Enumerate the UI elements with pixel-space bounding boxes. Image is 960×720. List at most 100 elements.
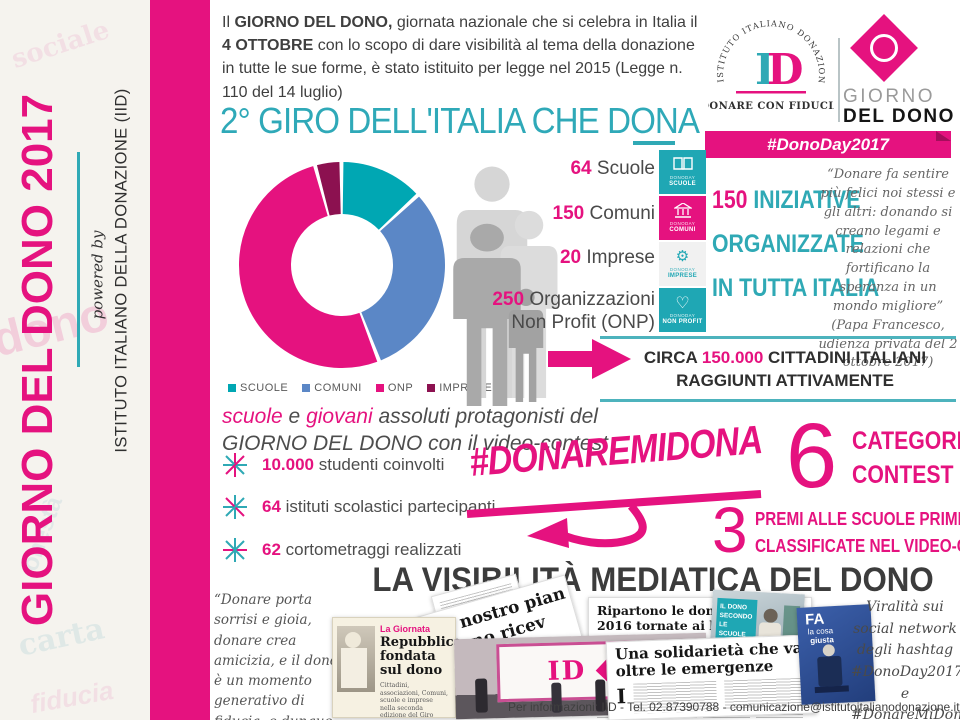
legend-label: ONP: [387, 382, 414, 394]
tv-person-body: [817, 655, 843, 687]
tv-caption-box: IL DONO SECONDO LE SCUOLE: [715, 597, 758, 640]
badge-comuni: DONODAY COMUNI: [659, 196, 706, 240]
reach-statement: CIRCA 150.000 CITTADINI ITALIANI RAGGIUN…: [615, 346, 955, 392]
stat-label-line2: Non Profit (ONP): [511, 312, 655, 333]
bullet-text: 64 istituti scolastici partecipanti: [262, 497, 495, 517]
bullet-value: 10.000: [262, 455, 314, 474]
iniziative-word1: INIZIATIVE: [747, 186, 861, 214]
donut-segment-imprese: [239, 162, 445, 368]
intro-and: e: [282, 405, 307, 428]
badge-small-label: DONODAY: [669, 221, 696, 226]
donut-chart: [239, 162, 445, 368]
contest-intro: scuole e giovani assoluti protagonisti d…: [222, 403, 608, 457]
iid-tagline: DONARE CON FIDUCIA: [708, 101, 834, 112]
title-underline: [633, 141, 675, 145]
clipping-body: Cittadini, associazioni, Comuni, scuole …: [380, 682, 449, 720]
clipping-la-giornata: La Giornata Repubblica fondata sul dono …: [332, 617, 463, 720]
legend-item: IMPRESE: [427, 382, 492, 394]
stat-comuni: 150 Comuni: [425, 203, 655, 225]
bullet-cortometraggi: 62 cortometraggi realizzati: [222, 537, 461, 563]
legend-label: IMPRESE: [439, 382, 493, 394]
categories-labels: CATEGORIE CONTEST: [852, 424, 960, 492]
iid-logo: ISTITUTO ITALIANO DONAZIONE I D DONARE C…: [708, 10, 834, 112]
quote-papa-attribution: (Papa Francesco, udienza privata del 2 o…: [818, 317, 958, 371]
clipping-headline: Repubblica fondata sul dono: [380, 635, 463, 678]
iniziative-line2: ORGANIZZATE: [712, 230, 864, 258]
clipping-photo: [337, 626, 375, 692]
donut-segment-comuni: [239, 162, 445, 368]
reach-post: CITTADINI ITALIANI: [763, 348, 927, 367]
footer-contact: Per informazioni: IID - Tel. 02.87390788…: [508, 700, 960, 714]
badge-small-label: DONODAY: [669, 313, 696, 318]
book-icon: [659, 150, 706, 175]
legend-label: SCUOLE: [240, 382, 289, 394]
stat-label: Comuni: [584, 203, 655, 224]
badge-nonprofit: ♡ DONODAY NON PROFIT: [659, 288, 706, 332]
categories-line1: CATEGORIE: [852, 427, 960, 455]
contest-intro-line2: GIORNO DEL DONO con il video-contest: [222, 432, 608, 455]
tv-person-head: [822, 644, 836, 657]
legend-item: ONP: [375, 382, 414, 394]
iniziative-block: 150 INIZIATIVE ORGANIZZATE IN TUTTA ITAL…: [712, 178, 879, 310]
stat-label: Organizzazioni: [524, 289, 655, 310]
stat-value: 20: [559, 247, 582, 268]
bullet-label: studenti coinvolti: [314, 455, 445, 474]
intro-rest2: assoluti protagonisti del: [372, 405, 598, 428]
chart-legend: SCUOLE COMUNI ONP IMPRESE: [228, 382, 492, 394]
premi-number: 3: [712, 494, 748, 566]
intro-word-scuole: scuole: [222, 405, 283, 428]
legend-label: COMUNI: [314, 382, 362, 394]
intro-mid: giornata nazionale che si celebra in Ita…: [392, 14, 698, 31]
intro-bold-giorno: GIORNO DEL DONO,: [234, 14, 393, 31]
stat-value: 150: [552, 203, 585, 224]
diamond-inner-ring: [864, 28, 904, 68]
legend-swatch-scuole: [228, 384, 236, 392]
intro-pre: Il: [222, 14, 235, 31]
social-virality-note: Viralità sui social network degli hashta…: [851, 599, 960, 720]
intro-rest: con lo scopo di dare visibilità al tema …: [222, 37, 695, 101]
reach-line2: RAGGIUNTI ATTIVAMENTE: [676, 371, 894, 390]
stat-label: Imprese: [581, 247, 655, 268]
accent-bar: [150, 0, 210, 720]
premi-labels: PREMI ALLE SCUOLE PRIME CLASSIFICATE NEL…: [755, 506, 960, 560]
badge-imprese: ⚙ DONODAY IMPRESE: [659, 242, 706, 286]
organization-wrap: ISTITUTO ITALIANO DELLA DONAZIONE (IID): [106, 55, 138, 485]
asterisk-icon: [223, 453, 247, 477]
photo-body: [341, 648, 367, 688]
badge-label: IMPRESE: [667, 273, 698, 279]
bullet-istituti: 64 istituti scolastici partecipanti: [222, 494, 495, 520]
stat-imprese: 20 Imprese: [425, 247, 655, 269]
iid-monogram-d: D: [767, 45, 803, 94]
bullet-text: 10.000 studenti coinvolti: [262, 455, 444, 475]
badge-label: NON PROFIT: [662, 319, 703, 325]
organization-label: ISTITUTO ITALIANO DELLA DONAZIONE (IID): [112, 87, 131, 453]
gdd-logo-line2: DEL DONO: [843, 106, 955, 127]
premi-line1: PREMI ALLE SCUOLE PRIME: [755, 509, 960, 529]
bullet-value: 62: [262, 540, 281, 559]
poster-vertical-title: GIORNO DEL DONO 2017: [13, 93, 62, 627]
legend-swatch-imprese: [427, 384, 436, 392]
iid-underline: [736, 91, 806, 94]
reach-pre: CIRCA: [643, 348, 702, 367]
sidebar-vertical-title-wrap: GIORNO DEL DONO 2017: [0, 0, 76, 720]
legend-item: SCUOLE: [228, 382, 288, 394]
badge-label: SCUOLE: [669, 181, 696, 187]
gdd-logo-line1: GIORNO: [843, 86, 936, 107]
gears-icon: ⚙: [675, 247, 690, 265]
premi-line2: CLASSIFICATE NEL VIDEO-CONTEST: [755, 536, 960, 556]
stage-person: [475, 678, 488, 713]
sidebar: sociale dono onestà carta fiducia GIORNO…: [0, 0, 150, 720]
badge-scuole: DONODAY SCUOLE: [659, 150, 706, 194]
heart-icon: ♡: [675, 292, 690, 312]
quote-mattarella: “Donare porta sorrisi e gioia, donare cr…: [214, 590, 338, 720]
stat-value: 64: [570, 158, 592, 179]
asterisk-icon: [223, 538, 247, 562]
reach-value: 150.000: [701, 348, 764, 367]
hashtag-underline-arrow: [466, 490, 762, 548]
badge-label: COMUNI: [669, 227, 696, 233]
donut-segment-scuole: [239, 162, 445, 368]
iniziative-line3: IN TUTTA ITALIA: [712, 274, 880, 302]
bullet-value: 64: [262, 497, 281, 516]
legend-item: COMUNI: [302, 382, 362, 394]
